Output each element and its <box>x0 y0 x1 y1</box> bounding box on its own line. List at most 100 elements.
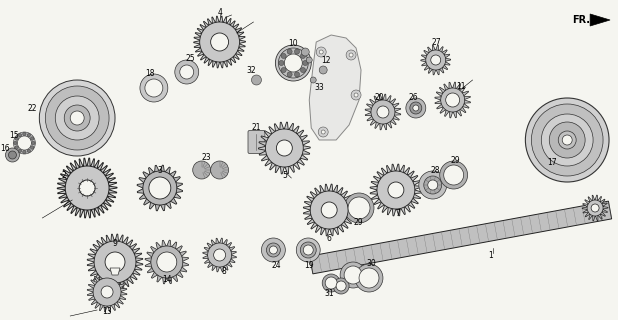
FancyBboxPatch shape <box>248 131 265 154</box>
Text: 25: 25 <box>186 53 195 62</box>
Circle shape <box>18 149 22 153</box>
Circle shape <box>336 281 346 291</box>
Text: 13: 13 <box>102 308 112 316</box>
Circle shape <box>149 177 171 199</box>
Circle shape <box>316 47 326 57</box>
Circle shape <box>302 48 309 56</box>
Text: 19: 19 <box>305 260 314 269</box>
Circle shape <box>30 137 34 140</box>
Circle shape <box>93 278 121 306</box>
Polygon shape <box>370 164 421 216</box>
Circle shape <box>66 166 109 210</box>
Circle shape <box>344 266 362 284</box>
Circle shape <box>549 122 585 158</box>
Polygon shape <box>193 16 245 68</box>
Circle shape <box>406 98 426 118</box>
Circle shape <box>371 100 395 124</box>
Circle shape <box>355 264 383 292</box>
Circle shape <box>23 132 26 136</box>
Circle shape <box>303 245 313 255</box>
Text: 5: 5 <box>282 171 287 180</box>
Circle shape <box>321 202 337 218</box>
Circle shape <box>426 50 446 70</box>
Polygon shape <box>87 234 143 290</box>
Circle shape <box>14 141 17 145</box>
Circle shape <box>180 65 193 79</box>
Text: 4: 4 <box>217 7 222 17</box>
Circle shape <box>410 102 422 114</box>
Circle shape <box>419 171 447 199</box>
Circle shape <box>17 136 32 150</box>
Circle shape <box>145 79 163 97</box>
Circle shape <box>287 49 292 54</box>
Circle shape <box>266 243 281 257</box>
Polygon shape <box>435 82 470 118</box>
Text: 8: 8 <box>221 268 226 276</box>
Circle shape <box>294 72 300 77</box>
Circle shape <box>45 86 109 150</box>
Polygon shape <box>365 94 400 130</box>
Polygon shape <box>309 35 361 140</box>
Circle shape <box>278 48 308 78</box>
Circle shape <box>413 105 419 111</box>
Circle shape <box>294 49 300 54</box>
Circle shape <box>440 161 468 189</box>
Polygon shape <box>421 45 451 75</box>
Circle shape <box>18 133 22 137</box>
Circle shape <box>70 111 84 125</box>
Text: 17: 17 <box>548 157 557 166</box>
Text: 18: 18 <box>145 68 154 77</box>
Circle shape <box>15 146 19 149</box>
Text: 32: 32 <box>247 66 256 75</box>
Text: 15: 15 <box>10 131 19 140</box>
Circle shape <box>296 238 320 262</box>
Text: 22: 22 <box>28 103 37 113</box>
Circle shape <box>279 60 284 66</box>
Circle shape <box>322 274 340 292</box>
Circle shape <box>354 93 358 97</box>
Circle shape <box>349 53 353 57</box>
Circle shape <box>27 149 30 153</box>
Circle shape <box>441 88 465 112</box>
Circle shape <box>388 182 404 198</box>
Circle shape <box>424 176 442 194</box>
Circle shape <box>40 80 115 156</box>
Text: 26: 26 <box>408 92 418 101</box>
Polygon shape <box>57 158 117 218</box>
Polygon shape <box>203 238 237 272</box>
Polygon shape <box>303 184 355 236</box>
Circle shape <box>15 137 19 140</box>
Circle shape <box>252 75 261 85</box>
Circle shape <box>525 98 609 182</box>
Circle shape <box>281 68 286 73</box>
Text: 33: 33 <box>315 83 324 92</box>
Circle shape <box>193 161 211 179</box>
Text: 24: 24 <box>271 260 281 269</box>
Circle shape <box>446 93 460 107</box>
Circle shape <box>587 200 603 216</box>
Circle shape <box>143 171 177 205</box>
Text: 29: 29 <box>353 218 363 227</box>
Circle shape <box>320 50 323 54</box>
Circle shape <box>94 241 136 283</box>
Circle shape <box>541 114 593 166</box>
Circle shape <box>265 129 303 167</box>
Circle shape <box>6 148 19 162</box>
Text: 20: 20 <box>374 92 384 101</box>
Circle shape <box>175 60 199 84</box>
Circle shape <box>325 277 337 289</box>
Circle shape <box>9 151 17 159</box>
Circle shape <box>562 135 572 145</box>
Circle shape <box>79 180 95 196</box>
Text: 3: 3 <box>158 165 163 174</box>
Circle shape <box>55 96 99 140</box>
Text: 31: 31 <box>324 290 334 299</box>
Circle shape <box>200 22 240 62</box>
Circle shape <box>310 77 316 83</box>
Text: 1: 1 <box>488 251 493 260</box>
Circle shape <box>281 53 286 59</box>
Circle shape <box>428 180 438 190</box>
Text: 14: 14 <box>162 276 172 284</box>
Polygon shape <box>582 195 608 221</box>
Polygon shape <box>258 122 310 174</box>
